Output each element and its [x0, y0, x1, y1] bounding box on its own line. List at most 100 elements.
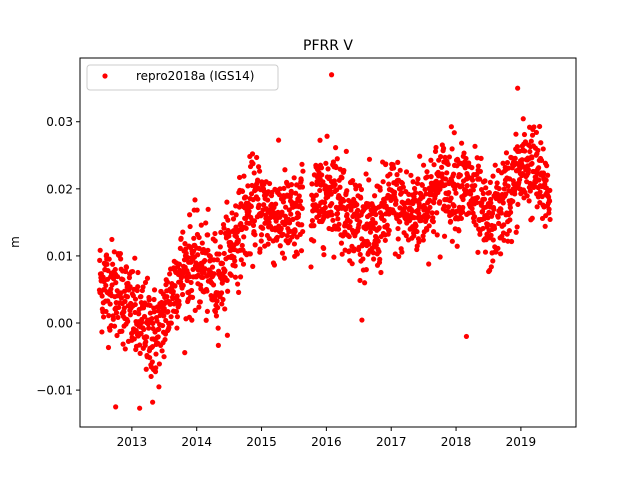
data-point [170, 288, 176, 295]
data-point [344, 188, 350, 194]
data-point [266, 235, 272, 242]
data-point [239, 188, 246, 195]
data-point [353, 186, 359, 192]
data-point [486, 190, 492, 196]
data-point [488, 232, 494, 238]
data-point [110, 276, 117, 282]
data-point [490, 173, 496, 179]
data-point [519, 170, 526, 177]
data-point [529, 160, 535, 167]
data-point [434, 232, 440, 238]
data-point [282, 167, 288, 173]
data-point [124, 294, 131, 300]
data-point [299, 205, 305, 212]
data-point [537, 189, 543, 195]
data-point [114, 332, 120, 339]
data-point [397, 167, 403, 173]
data-point [142, 279, 149, 286]
legend-label: repro2018a (IGS14) [136, 69, 254, 83]
data-point [434, 210, 440, 216]
data-point [438, 154, 444, 160]
data-point [99, 293, 105, 299]
data-point [107, 327, 113, 333]
data-point [503, 150, 510, 156]
data-point [329, 200, 335, 207]
data-point [258, 232, 265, 238]
data-point [547, 216, 553, 223]
data-point [100, 314, 107, 320]
data-point [380, 179, 386, 185]
data-point [475, 163, 482, 169]
data-point [245, 183, 251, 189]
data-point [477, 176, 483, 182]
data-point [403, 233, 409, 239]
data-point [199, 240, 205, 246]
data-point [513, 131, 519, 137]
data-point [295, 211, 302, 217]
data-point [496, 185, 502, 192]
data-point [494, 180, 500, 186]
data-point [218, 290, 225, 296]
data-point [520, 116, 526, 122]
data-point [250, 161, 256, 167]
data-point [221, 225, 227, 231]
data-point [122, 298, 128, 305]
data-point [358, 195, 364, 201]
data-point [441, 233, 448, 239]
data-point [195, 252, 201, 258]
data-point [521, 131, 528, 138]
data-point [460, 204, 466, 211]
data-point [308, 264, 314, 270]
y-tick-label: 0.02 [46, 182, 73, 196]
data-point [483, 185, 489, 191]
data-point [153, 365, 159, 371]
data-point [363, 171, 369, 177]
data-point [395, 236, 401, 242]
data-point [280, 231, 286, 238]
data-point [454, 243, 460, 249]
data-point [321, 209, 327, 215]
data-point [183, 250, 189, 256]
data-point [500, 160, 506, 166]
data-point [395, 159, 401, 165]
data-point [540, 170, 547, 176]
data-point [376, 225, 382, 231]
data-point [257, 246, 263, 252]
data-point [146, 297, 152, 303]
data-point [204, 288, 210, 294]
data-point [281, 255, 288, 261]
x-axis: 2013 2014 2015 2016 2017 2018 2019 [117, 427, 536, 449]
data-point [482, 249, 489, 255]
data-point [99, 329, 105, 335]
data-point [118, 295, 124, 301]
data-point [508, 238, 515, 245]
data-point [490, 237, 496, 243]
data-point [284, 233, 290, 239]
data-point [347, 224, 353, 230]
data-point [346, 233, 352, 240]
data-point [317, 137, 323, 143]
data-point [448, 218, 454, 224]
data-point [215, 305, 221, 311]
data-point [280, 199, 287, 205]
x-tick-label: 2017 [376, 435, 407, 449]
data-point [431, 162, 437, 168]
data-point [382, 237, 388, 243]
data-point [328, 72, 335, 78]
data-point [449, 146, 455, 152]
data-point [168, 320, 174, 326]
data-point [205, 206, 211, 212]
data-point [350, 178, 356, 184]
data-point [320, 179, 326, 185]
data-point [286, 220, 293, 226]
data-point [299, 184, 306, 190]
data-point [464, 183, 470, 189]
data-point [224, 332, 230, 338]
data-point [504, 160, 511, 166]
data-point [501, 237, 507, 243]
data-point [122, 268, 129, 275]
y-tick-label: 0.01 [46, 249, 73, 263]
data-point [210, 282, 217, 288]
data-point [243, 194, 249, 200]
data-point [526, 198, 532, 204]
